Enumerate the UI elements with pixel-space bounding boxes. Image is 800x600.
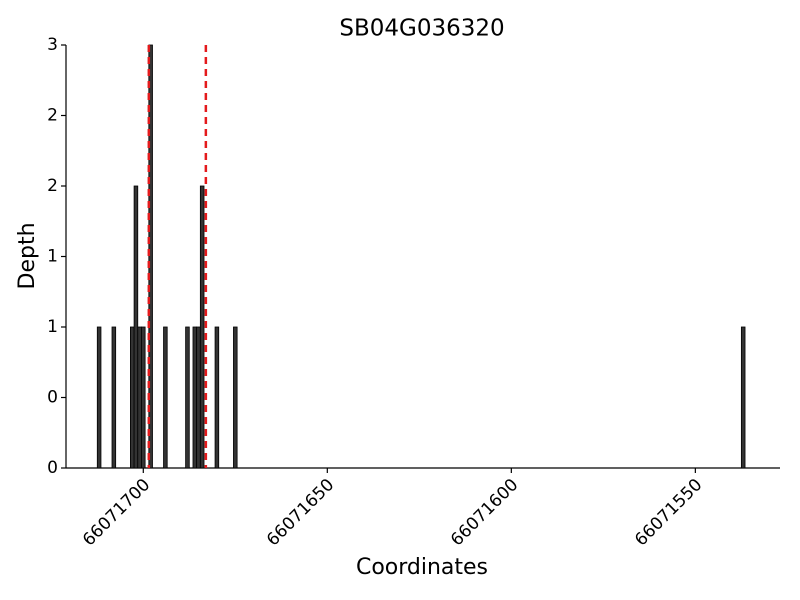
y-tick-label: 3 <box>47 35 58 55</box>
y-tick-label: 2 <box>47 176 58 196</box>
bar <box>163 326 168 469</box>
bar <box>111 326 117 469</box>
y-tick-label: 1 <box>47 317 58 337</box>
bar <box>141 326 146 469</box>
bar <box>196 326 201 469</box>
bar <box>192 326 198 469</box>
bar <box>233 326 238 469</box>
bar <box>133 185 139 469</box>
y-tick-label: 2 <box>47 106 58 126</box>
x-axis-label: Coordinates <box>356 555 488 580</box>
bar <box>185 326 190 469</box>
bar <box>148 44 153 469</box>
bar <box>199 185 205 469</box>
y-tick-label: 0 <box>47 388 58 408</box>
chart-title: SB04G036320 <box>339 16 504 42</box>
bar <box>214 326 220 469</box>
bar <box>130 326 135 469</box>
bar <box>96 326 102 469</box>
y-tick-label: 0 <box>47 458 58 478</box>
bar <box>740 326 746 469</box>
bar <box>137 326 142 469</box>
y-axis-label: Depth <box>15 222 40 289</box>
y-tick-label: 1 <box>47 247 58 267</box>
